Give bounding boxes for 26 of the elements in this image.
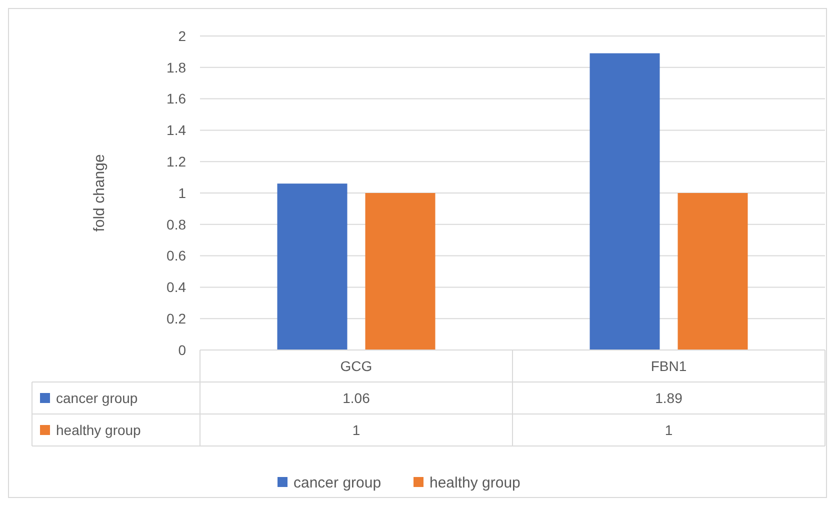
y-tick-label: 1.4 xyxy=(166,122,186,138)
data-label: 1.89 xyxy=(655,390,683,406)
legend-label: cancer group xyxy=(294,474,382,492)
y-tick-label: 0.8 xyxy=(166,216,186,232)
y-axis-title: fold change xyxy=(91,154,108,232)
y-tick-label: 1.6 xyxy=(166,90,186,107)
x-tick-label: GCG xyxy=(340,358,372,374)
bar xyxy=(590,53,660,350)
y-tick-label: 0.2 xyxy=(166,310,186,326)
bar xyxy=(365,193,436,350)
data-label: 1.06 xyxy=(342,390,370,406)
y-tick-label: 0.4 xyxy=(166,279,186,296)
bar xyxy=(678,193,748,350)
bar xyxy=(277,184,348,350)
y-tick-label: 1.2 xyxy=(166,154,186,170)
x-tick-label: FBN1 xyxy=(650,358,687,374)
legend-label: healthy group xyxy=(430,474,520,492)
y-tick-label: 0 xyxy=(178,342,186,358)
text: healthy group xyxy=(56,422,141,438)
text: cancer group xyxy=(56,390,138,406)
data-label: 1 xyxy=(664,422,673,438)
y-tick-label: 2 xyxy=(178,28,186,44)
data-label: 1 xyxy=(352,422,360,438)
y-tick-label: 0.6 xyxy=(166,248,186,264)
y-tick-label: 1.8 xyxy=(166,59,186,76)
y-tick-label: 1 xyxy=(178,184,186,201)
